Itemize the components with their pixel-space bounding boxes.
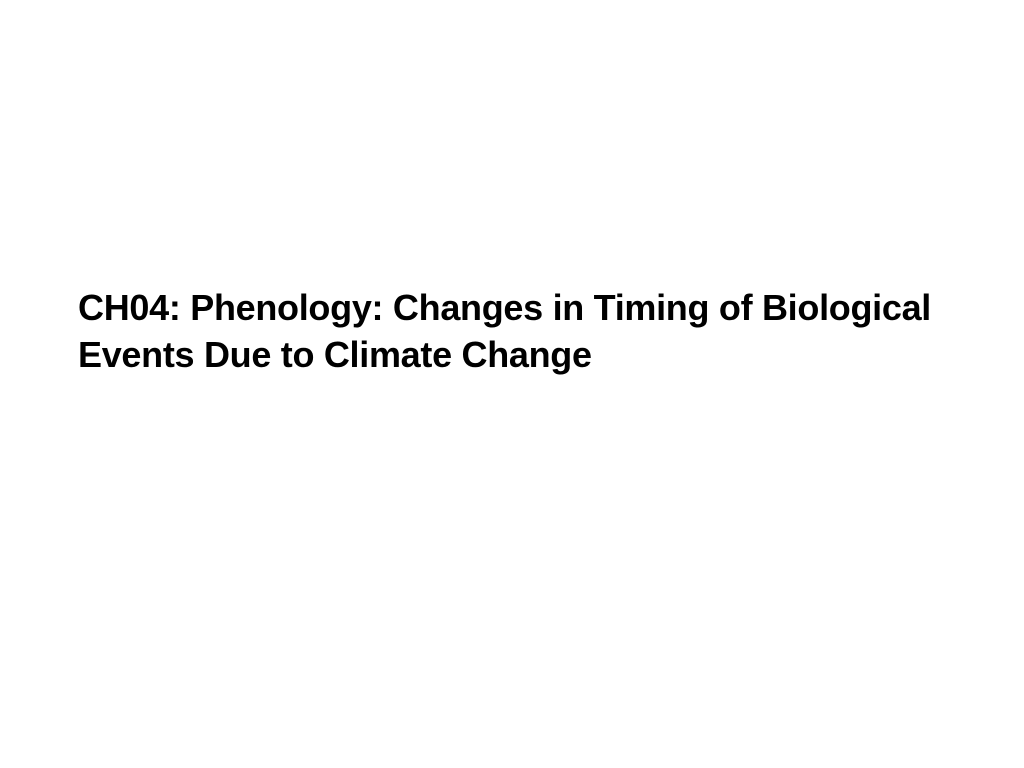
slide-title: CH04: Phenology: Changes in Timing of Bi…	[78, 285, 948, 379]
slide-content: CH04: Phenology: Changes in Timing of Bi…	[78, 285, 948, 379]
